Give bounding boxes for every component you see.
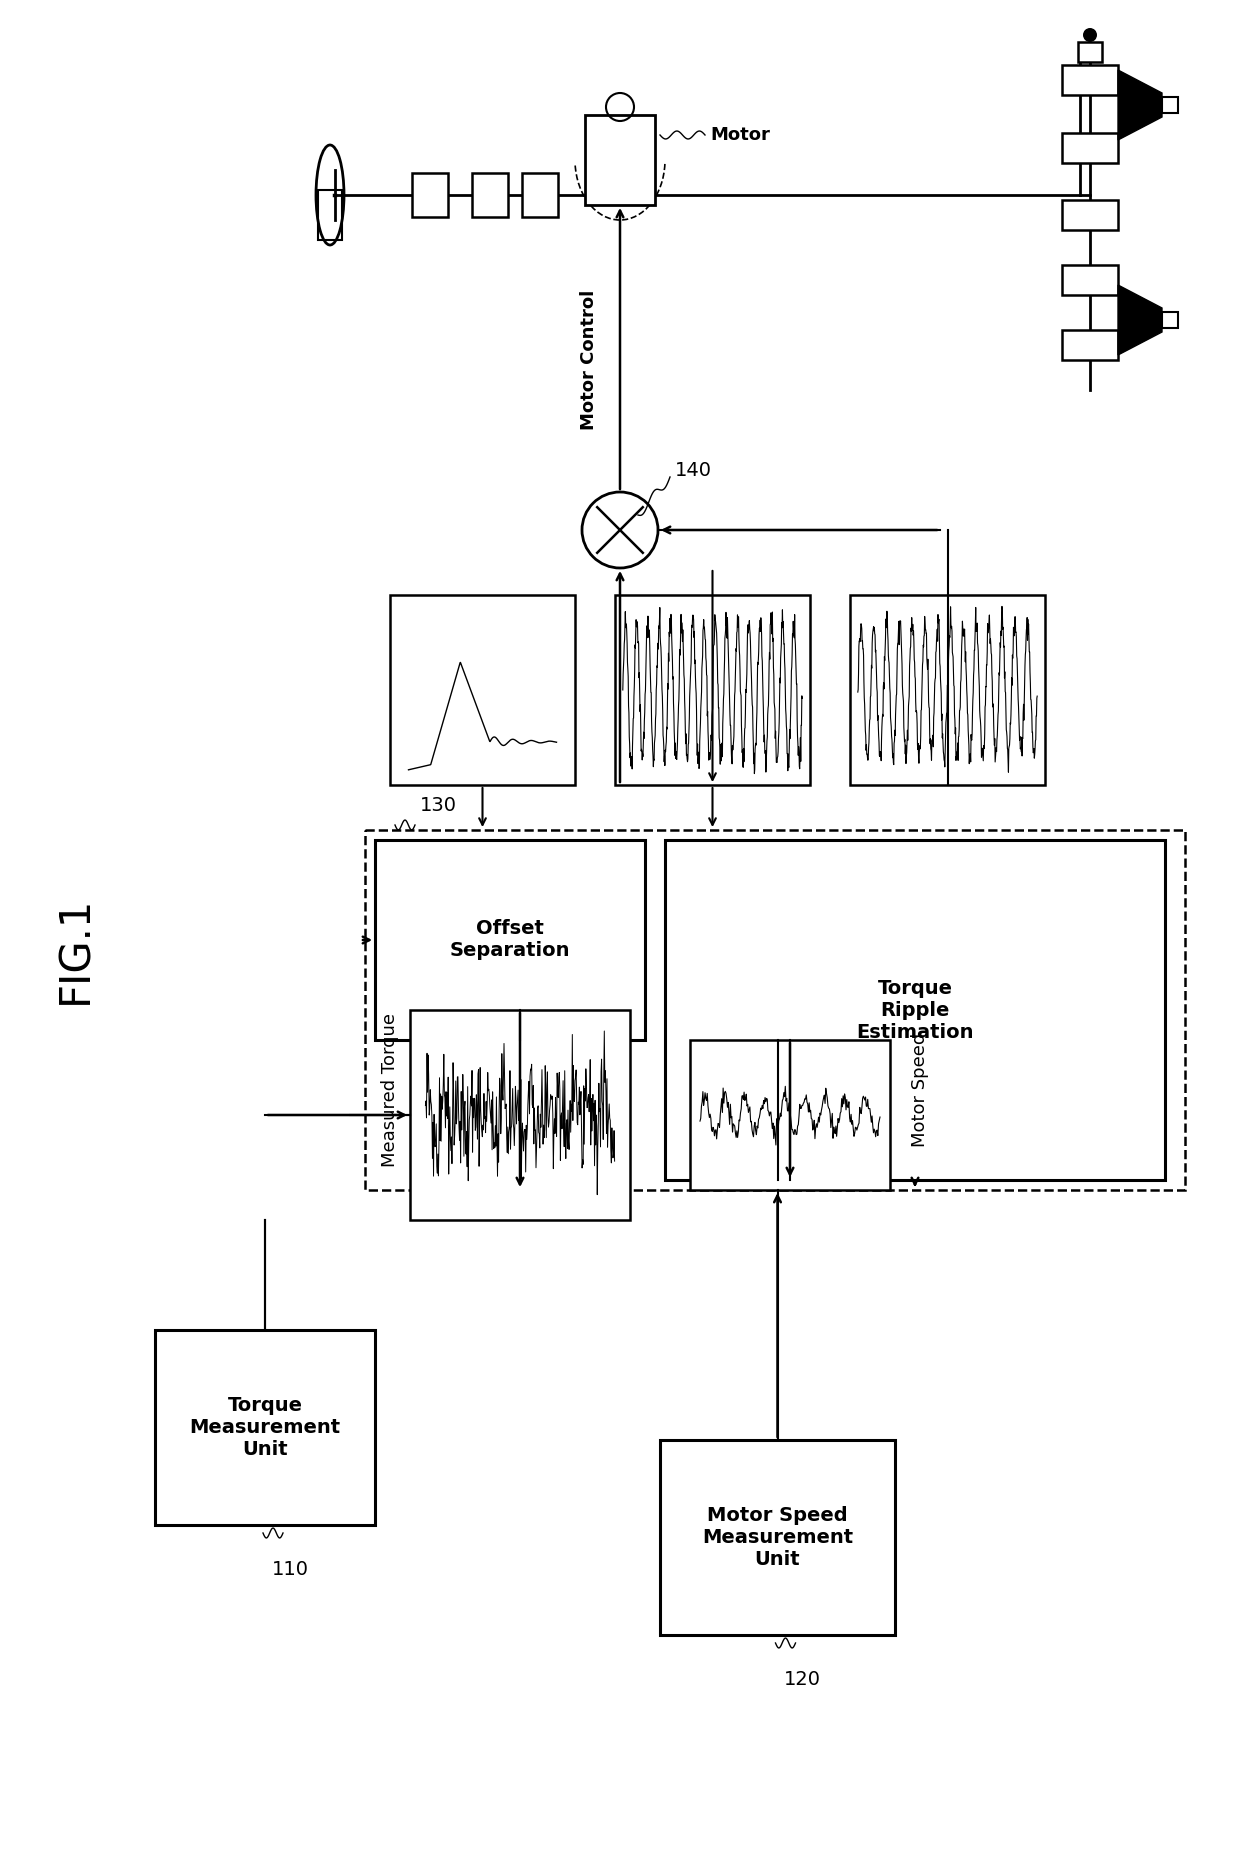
Text: Motor Speed
Measurement
Unit: Motor Speed Measurement Unit <box>702 1506 853 1569</box>
Text: Torque
Ripple
Estimation: Torque Ripple Estimation <box>857 979 973 1042</box>
Bar <box>1061 200 1118 229</box>
Bar <box>522 174 558 216</box>
Bar <box>1061 65 1118 94</box>
Bar <box>410 1010 630 1219</box>
Circle shape <box>1083 28 1097 43</box>
Bar <box>1162 96 1178 113</box>
Text: 130: 130 <box>420 796 458 816</box>
Text: FIG.1: FIG.1 <box>55 895 95 1005</box>
Text: 140: 140 <box>675 461 712 479</box>
Bar <box>155 1330 374 1524</box>
Bar <box>615 596 810 784</box>
Bar <box>1061 265 1118 294</box>
Bar <box>1061 329 1118 361</box>
Bar <box>317 191 342 240</box>
Bar <box>689 1040 890 1190</box>
Text: Motor: Motor <box>711 126 770 144</box>
Text: 110: 110 <box>272 1560 309 1580</box>
Bar <box>1061 133 1118 163</box>
Text: Measured Torque: Measured Torque <box>381 1014 399 1167</box>
Bar <box>412 174 448 216</box>
Bar <box>1078 43 1102 63</box>
Bar <box>391 596 575 784</box>
Text: Offset
Separation: Offset Separation <box>450 919 570 960</box>
Bar <box>365 831 1185 1190</box>
Polygon shape <box>1118 285 1162 355</box>
Text: Motor Control: Motor Control <box>580 290 598 431</box>
Bar <box>665 840 1166 1180</box>
Bar <box>849 596 1045 784</box>
Text: 120: 120 <box>784 1671 821 1689</box>
Bar <box>472 174 508 216</box>
Bar <box>660 1439 895 1635</box>
Text: Motor Speed: Motor Speed <box>911 1032 929 1147</box>
Bar <box>585 115 655 205</box>
Text: Torque
Measurement
Unit: Torque Measurement Unit <box>190 1397 341 1460</box>
Polygon shape <box>1118 70 1162 141</box>
Bar <box>1162 313 1178 327</box>
Bar <box>374 840 645 1040</box>
